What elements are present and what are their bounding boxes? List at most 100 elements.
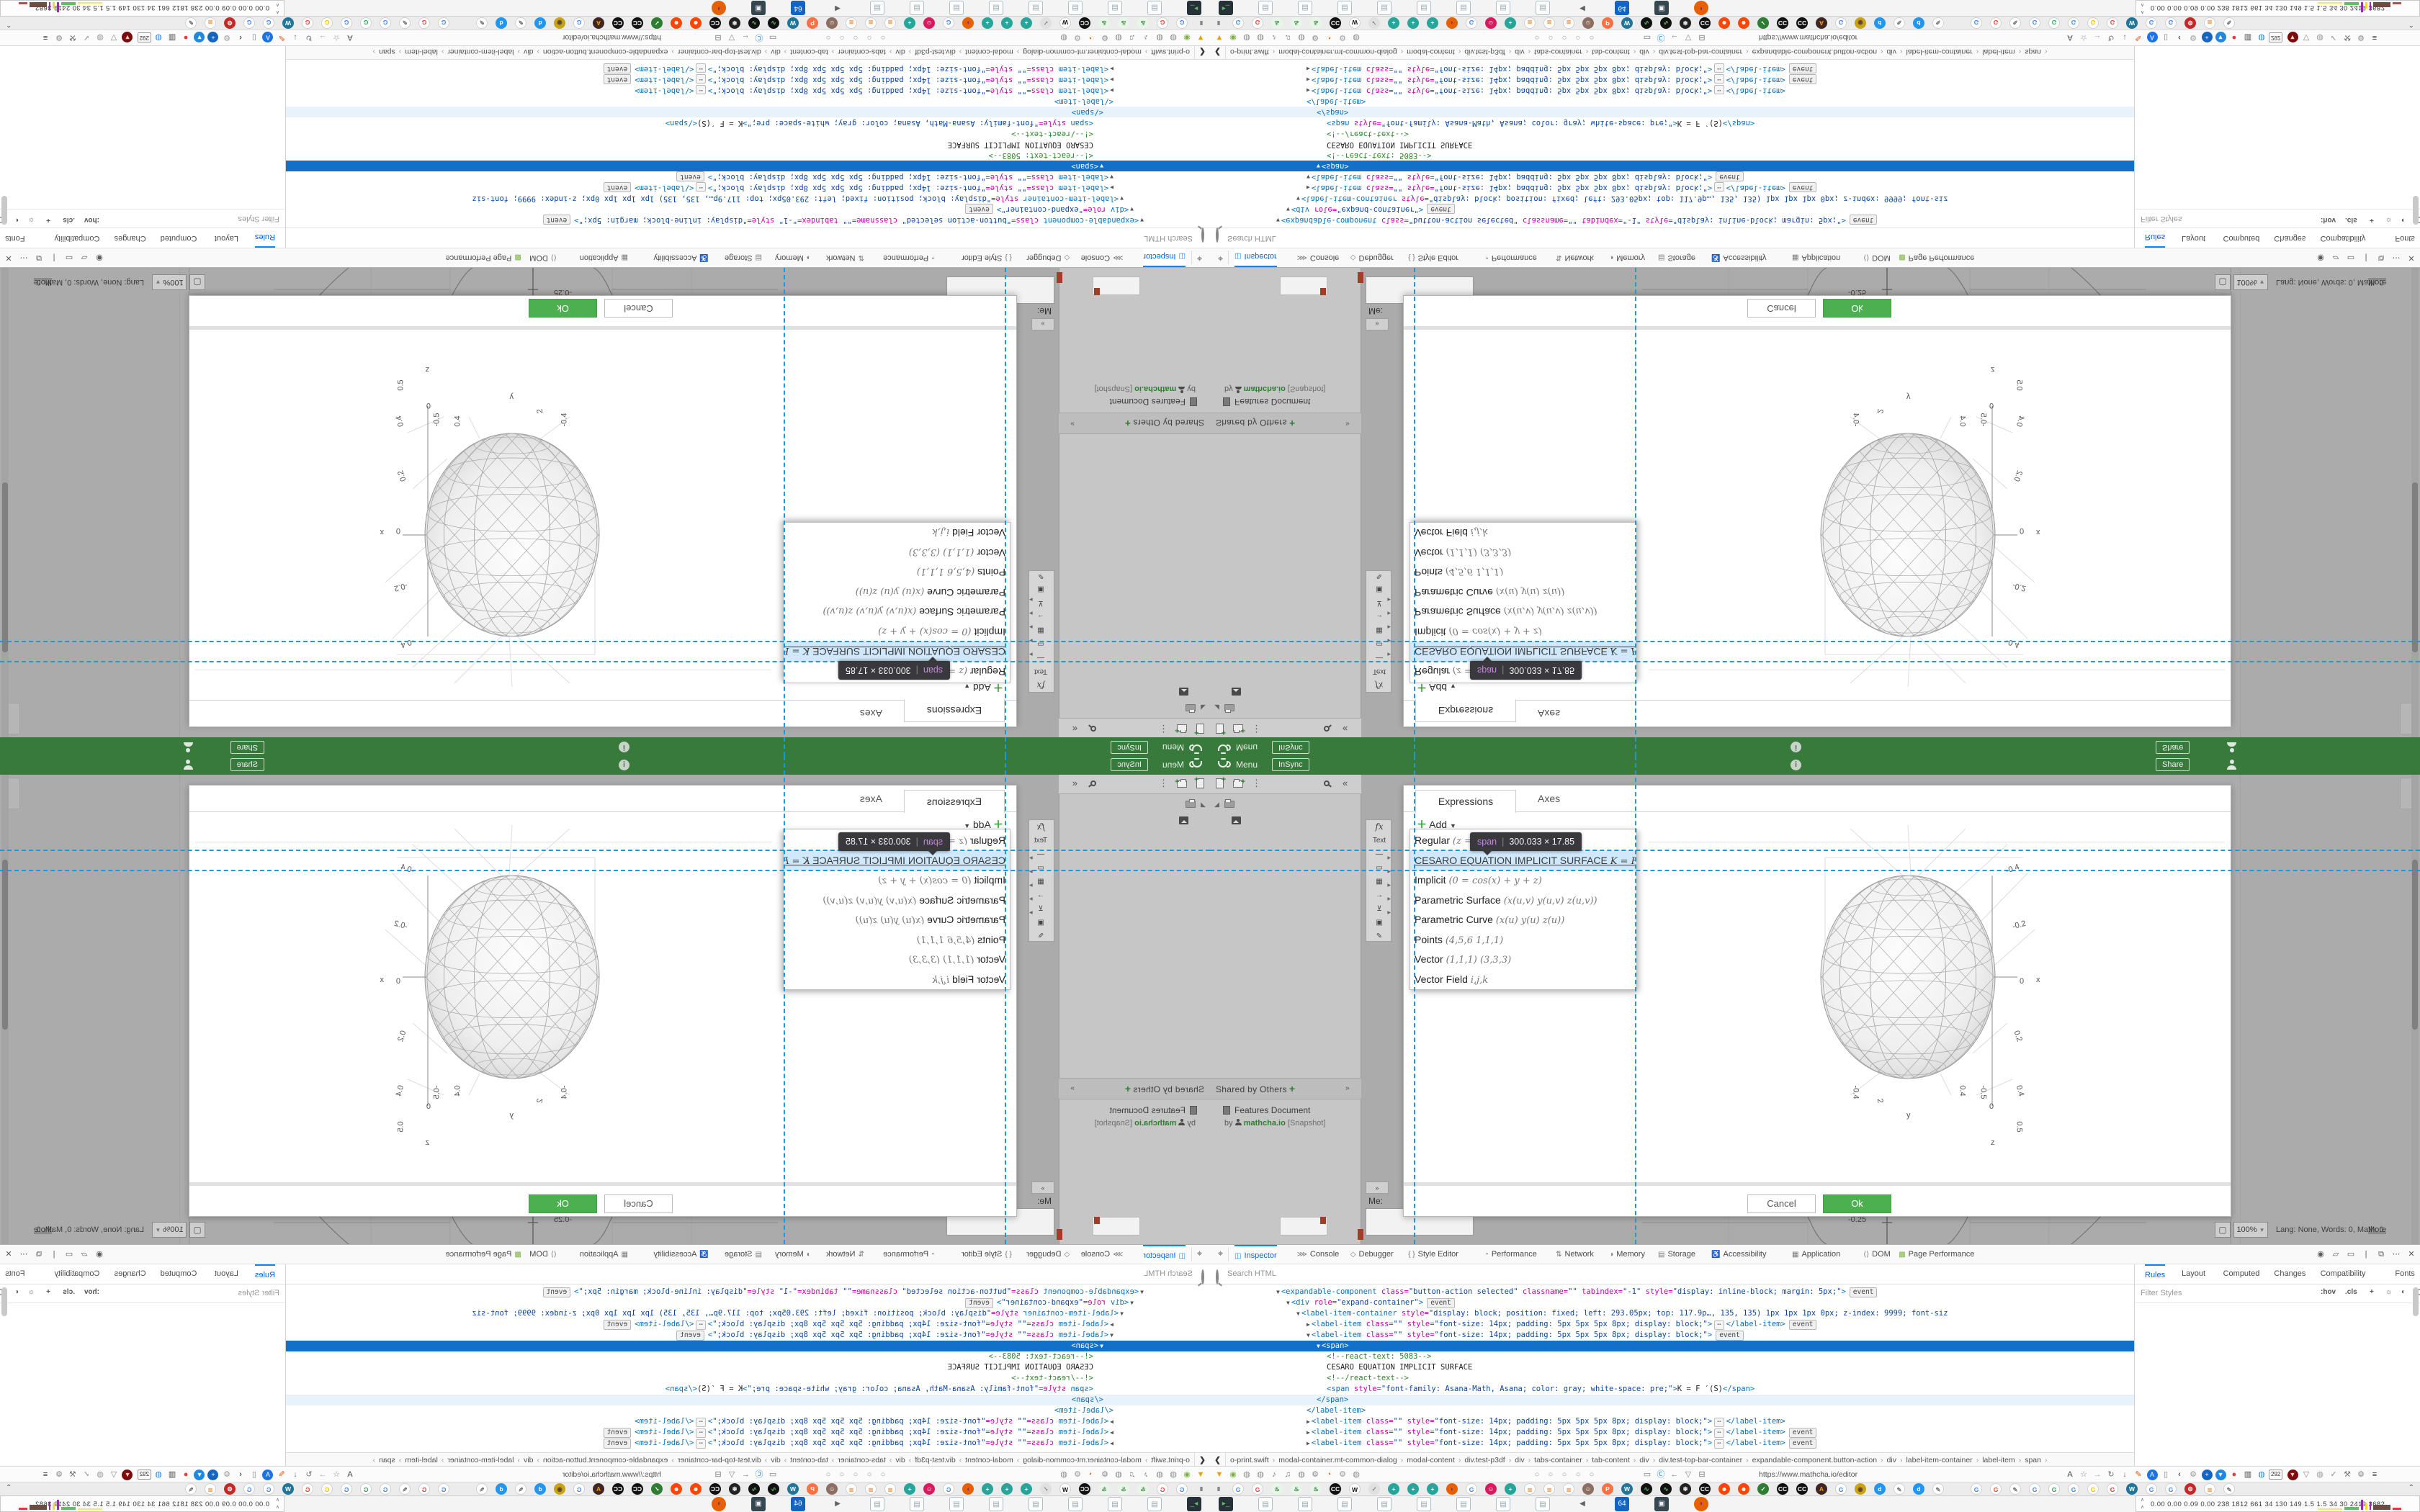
devtools-toolbar-icon[interactable]: ⧉ <box>36 253 42 262</box>
nav-circle-icon[interactable]: ○ <box>866 33 872 42</box>
new-document-button[interactable]: + <box>1194 724 1204 737</box>
tree-node[interactable]: <span style="font-family: Asana-Math, As… <box>1327 119 1755 127</box>
devtools-tab-dom[interactable]: ⟨⟩DOM <box>529 1250 557 1259</box>
breadcrumb-item[interactable]: modal-content <box>965 1456 1013 1464</box>
scrollbar-thumb[interactable] <box>2 482 8 652</box>
tab-favicon[interactable]: ≣ <box>865 17 877 29</box>
tree-node-selected[interactable]: ▼<span> <box>1210 161 2134 171</box>
fullscreen-button[interactable]: ▢ <box>189 274 205 290</box>
tab-overflow-button[interactable]: ⌃ <box>2408 1484 2414 1492</box>
tab-axes[interactable]: Axes <box>1538 793 1561 804</box>
menu-item-vector-field[interactable]: Vector Field i,j,k <box>1415 526 1489 539</box>
collapse-shared-icon[interactable]: » <box>1070 1084 1075 1092</box>
nav-icon[interactable]: ◔ <box>1088 33 1094 42</box>
extension-icon[interactable]: ↻ <box>2107 1470 2115 1479</box>
info-icon[interactable]: i <box>619 742 629 752</box>
scrollbar-thumb[interactable] <box>2 860 8 1030</box>
tab-favicon[interactable]: W <box>1059 1483 1071 1495</box>
tree-node[interactable]: ▼<div role="expand-container">event <box>1210 204 2134 215</box>
filter-styles-input[interactable]: Filter Styles <box>238 1289 279 1297</box>
tab-favicon[interactable]: G <box>263 1483 274 1495</box>
tab-favicon[interactable]: ✎ <box>2009 17 2021 29</box>
tree-node[interactable]: <span style="font-family: Asana-Math, As… <box>665 119 1093 127</box>
devtools-tab-accessibility[interactable]: ♿Accessibility <box>653 1250 709 1259</box>
taskbar-item[interactable]: 64 <box>791 1497 805 1511</box>
tab-favicon[interactable]: ≣ <box>205 17 216 29</box>
tab-favicon[interactable]: ☻ <box>1738 1483 1749 1495</box>
extension-icon[interactable]: ↓ <box>293 1470 297 1479</box>
tree-node[interactable]: CESARO EQUATION IMPLICIT SURFACE <box>947 140 1093 149</box>
devtools-tab-console[interactable]: ⋙Console <box>1296 1250 1340 1259</box>
tab-favicon[interactable]: A <box>1816 17 1827 29</box>
tab-favicon[interactable]: + <box>1388 17 1399 29</box>
nav-icon[interactable]: ♫ <box>1129 1470 1136 1479</box>
tab-favicon[interactable]: d <box>496 1483 507 1495</box>
nav-icon[interactable]: ⚙ <box>1101 1470 1108 1479</box>
extension-icon[interactable]: ▥ <box>168 33 176 42</box>
extension-icon[interactable]: ◍ <box>2258 33 2265 42</box>
author-link[interactable]: mathcha.io <box>1243 1119 1286 1128</box>
extension-icon[interactable]: ↻ <box>305 33 313 42</box>
zoom-select[interactable]: 100% ▼ <box>2233 1222 2268 1238</box>
breadcrumb-item[interactable]: modal-content <box>1407 48 1455 56</box>
search-html-input[interactable]: Search HTML <box>1227 234 1276 243</box>
tab-favicon[interactable]: ∿ <box>1641 17 1652 29</box>
tree-node[interactable]: </label-item> <box>1307 1406 1366 1415</box>
rules-scrollbar-thumb[interactable] <box>1 196 7 225</box>
close-devtools-icon[interactable]: ✕ <box>5 253 12 262</box>
tab-favicon[interactable]: ♨ <box>1310 17 1322 29</box>
taskbar-item[interactable]: ▤ <box>910 1497 924 1511</box>
tab-favicon[interactable]: W <box>2126 1483 2138 1495</box>
menu-item-points[interactable]: Points (4,5,6 1,1,1) <box>916 566 1005 579</box>
nav-icon[interactable]: ▭ <box>1643 1470 1652 1479</box>
nav-icon[interactable]: ▼ <box>1196 1470 1205 1479</box>
tab-favicon[interactable]: A <box>1816 1483 1827 1495</box>
collapse-sidebar-button[interactable]: « <box>1072 724 1077 734</box>
taskbar-item[interactable]: ▤ <box>1456 1 1471 15</box>
folder-icon[interactable] <box>1186 801 1196 808</box>
cancel-button[interactable]: Cancel <box>604 299 673 318</box>
devtools-tab-accessibility[interactable]: ♿Accessibility <box>653 253 709 262</box>
tree-node[interactable]: CESARO EQUATION IMPLICIT SURFACE <box>1327 1363 1473 1372</box>
tab-favicon[interactable]: G <box>263 17 274 29</box>
user-avatar-icon[interactable] <box>2227 742 2236 752</box>
breadcrumb-item[interactable]: expandable-component.button-action <box>542 1456 668 1464</box>
edit-tool-Text[interactable]: Text <box>1034 837 1048 845</box>
breadcrumb-item[interactable]: label-item-container <box>1906 48 1973 56</box>
extension-icon[interactable]: ▼ <box>2214 1468 2227 1481</box>
edit-tool-[interactable]: ▭ ▶ <box>1029 864 1044 874</box>
devtools-tab-performance[interactable]: ◔Performance <box>883 1250 936 1259</box>
taskbar-item[interactable]: ▸_ <box>1219 1 1233 15</box>
tab-favicon[interactable]: G <box>2165 17 2177 29</box>
tab-favicon[interactable]: CC <box>1699 17 1711 29</box>
new-folder-button[interactable]: + <box>1233 778 1245 788</box>
breadcrumb-item[interactable]: modal-container.mt-common-dialog <box>1023 1456 1142 1464</box>
rules-tab-fonts[interactable]: Fonts <box>5 1269 25 1278</box>
devtools-tab-performance[interactable]: ◔Performance <box>1484 253 1537 262</box>
tree-node[interactable]: ▼<label-item class="" style="font-size: … <box>286 1330 1210 1341</box>
rules-tab-computed[interactable]: Computed <box>160 1269 197 1278</box>
breadcrumb-item[interactable]: div <box>1886 1456 1896 1464</box>
devtools-tab-debugger[interactable]: ◇Debugger <box>1026 253 1070 262</box>
tab-favicon[interactable]: W <box>1349 1483 1361 1495</box>
tab-favicon[interactable]: W <box>787 1483 799 1495</box>
search-icon[interactable] <box>1090 726 1096 732</box>
rules-button[interactable]: ☼ <box>27 216 35 224</box>
breadcrumb-item[interactable]: div <box>1886 48 1896 56</box>
nav-icon[interactable]: ▽ <box>728 33 735 42</box>
tab-favicon[interactable]: W <box>282 1483 294 1495</box>
tab-favicon[interactable]: ☺ <box>1582 17 1594 29</box>
edit-tool-Text[interactable]: Text <box>1034 667 1048 675</box>
edit-tool-[interactable]: — ▶ <box>1029 652 1044 662</box>
tab-favicon[interactable]: + <box>1505 17 1516 29</box>
devtools-tab-dom[interactable]: ⟨⟩DOM <box>1863 1250 1891 1259</box>
page-scrollbar[interactable] <box>1 268 9 737</box>
edit-tool-[interactable]: ⊻ ▶ <box>1029 905 1044 915</box>
tab-favicon[interactable]: ✓ <box>1757 1483 1769 1495</box>
tree-node[interactable]: ▶<label-item class="" style="font-size: … <box>286 63 1210 74</box>
tab-favicon[interactable]: G <box>2068 1483 2079 1495</box>
extension-icon[interactable]: ◍ <box>97 1470 104 1479</box>
fullscreen-button[interactable]: ▢ <box>2215 1222 2231 1238</box>
devtools-tab-application[interactable]: ▦Application <box>1792 1250 1841 1259</box>
devtools-toolbar-icon[interactable]: | <box>53 253 55 262</box>
